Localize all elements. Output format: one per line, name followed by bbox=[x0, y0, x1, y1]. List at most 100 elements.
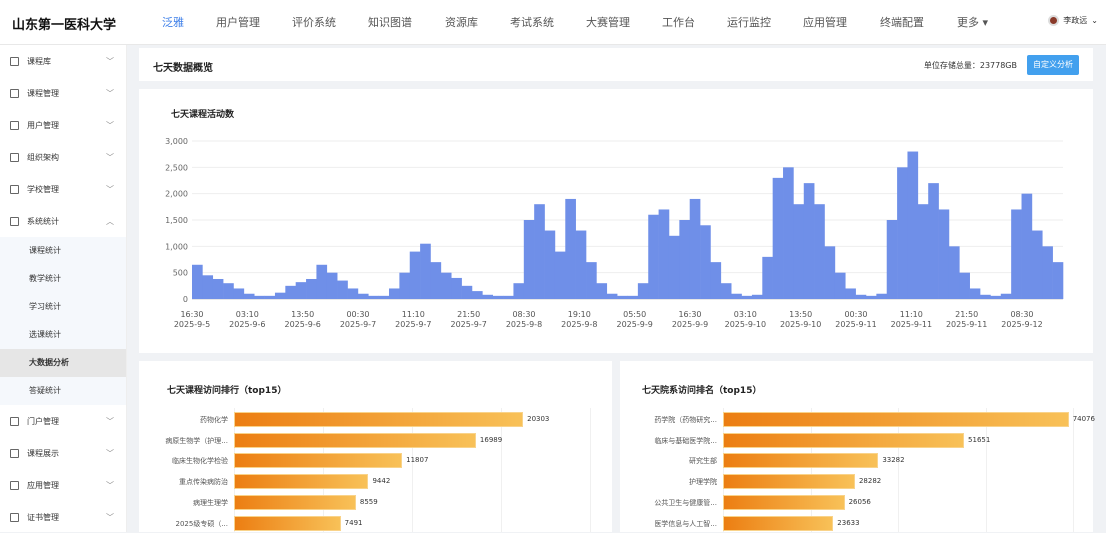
nav-item[interactable]: 泛雅 bbox=[162, 16, 184, 29]
sidebar-item[interactable]: 门户管理 ﹀ bbox=[0, 405, 126, 437]
activity-bar bbox=[389, 288, 400, 299]
x-tick-time: 03:10 bbox=[734, 310, 757, 319]
nav-item[interactable]: 工作台 bbox=[662, 16, 695, 29]
nav-item[interactable]: 大赛管理 bbox=[586, 16, 630, 29]
chart-icon bbox=[10, 216, 19, 226]
nav-item[interactable]: 用户管理 bbox=[216, 16, 260, 29]
x-tick-time: 00:30 bbox=[844, 310, 867, 319]
gridline bbox=[723, 408, 724, 532]
sidebar-item[interactable]: 课程管理 ﹀ bbox=[0, 77, 126, 109]
y-tick-label: 1,500 bbox=[165, 216, 188, 225]
bar-value-label: 23633 bbox=[837, 518, 860, 527]
sidebar-subitem[interactable]: 选课统计 bbox=[0, 321, 126, 349]
activity-bar bbox=[223, 283, 234, 299]
sidebar-subitem[interactable]: 教学统计 bbox=[0, 265, 126, 293]
chart-title: 七天课程活动数 bbox=[171, 110, 235, 120]
sidebar-item-label: 组织架构 bbox=[27, 152, 59, 162]
activity-bar bbox=[534, 204, 545, 299]
bar bbox=[723, 432, 965, 448]
activity-bar bbox=[274, 292, 286, 299]
x-tick-date: 2025-9-11 bbox=[946, 320, 987, 329]
sidebar-subitem[interactable]: 答疑统计 bbox=[0, 377, 126, 405]
custom-analysis-button[interactable]: 自定义分析 bbox=[1027, 55, 1079, 75]
x-tick-time: 16:30 bbox=[678, 310, 701, 319]
sidebar-item[interactable]: 组织架构 ﹀ bbox=[0, 141, 126, 173]
grid-icon bbox=[10, 152, 19, 162]
activity-bar bbox=[254, 295, 265, 299]
gridline bbox=[323, 408, 324, 532]
sidebar-item[interactable]: 学校管理 ﹀ bbox=[0, 173, 126, 205]
sidebar-subitem[interactable]: 学习统计 bbox=[0, 293, 126, 321]
nav-item[interactable]: 更多 ▾ bbox=[957, 16, 989, 29]
bar-value-label: 16989 bbox=[479, 435, 503, 444]
gridline bbox=[412, 408, 413, 532]
activity-bar bbox=[731, 293, 742, 299]
storage-total: 单位存储总量：23778GB bbox=[924, 60, 1017, 71]
activity-bar bbox=[575, 230, 587, 299]
nav-item[interactable]: 资源库 bbox=[445, 16, 478, 29]
activity-bar bbox=[772, 177, 784, 299]
activity-bar bbox=[596, 283, 608, 299]
nav-item[interactable]: 应用管理 bbox=[803, 16, 847, 29]
user-menu[interactable]: 李政远 ⌄ bbox=[1048, 15, 1098, 26]
nav-item[interactable]: 考试系统 bbox=[510, 16, 554, 29]
nav-item[interactable]: 知识图谱 bbox=[368, 16, 412, 29]
activity-bar bbox=[689, 198, 701, 299]
activity-bar bbox=[876, 293, 888, 299]
activity-bar bbox=[264, 295, 276, 299]
activity-bar bbox=[948, 246, 960, 299]
activity-bar bbox=[554, 251, 566, 299]
sidebar-item-label: 证书管理 bbox=[27, 512, 59, 522]
chevron-down-icon: ﹀ bbox=[106, 152, 114, 162]
activity-bar bbox=[1000, 293, 1012, 299]
bar bbox=[234, 432, 476, 448]
activity-bar bbox=[337, 280, 348, 299]
x-tick-time: 16:30 bbox=[180, 310, 203, 319]
x-tick-date: 2025-9-9 bbox=[617, 320, 653, 329]
activity-bar bbox=[1031, 230, 1043, 299]
activity-bar bbox=[793, 204, 805, 299]
activity-bar bbox=[783, 167, 794, 299]
sidebar-item[interactable]: 证书管理 ﹀ bbox=[0, 501, 126, 533]
grid-icon bbox=[10, 512, 19, 522]
activity-bar bbox=[1052, 262, 1064, 299]
x-tick-date: 2025-9-12 bbox=[1001, 320, 1042, 329]
activity-bar bbox=[658, 209, 670, 299]
x-tick-date: 2025-9-6 bbox=[285, 320, 321, 329]
activity-bar bbox=[814, 204, 825, 299]
sidebar-item-label: 课程管理 bbox=[27, 88, 59, 98]
activity-bar bbox=[368, 295, 379, 299]
bar bbox=[234, 515, 341, 531]
x-tick-time: 13:50 bbox=[789, 310, 812, 319]
book-icon bbox=[10, 56, 19, 66]
activity-bar bbox=[710, 262, 722, 299]
sidebar-item[interactable]: 应用管理 ﹀ bbox=[0, 469, 126, 501]
sidebar-subitem[interactable]: 大数据分析 bbox=[0, 349, 126, 377]
activity-bar bbox=[202, 275, 214, 299]
activity-bar bbox=[306, 278, 317, 299]
bar bbox=[723, 453, 879, 469]
nav-item[interactable]: 终端配置 bbox=[880, 16, 924, 29]
bar-category-label: 医学信息与人工智... bbox=[654, 519, 717, 528]
activity-bar bbox=[212, 278, 224, 299]
sidebar-item[interactable]: 用户管理 ﹀ bbox=[0, 109, 126, 141]
gridline bbox=[810, 408, 812, 532]
nav-item[interactable]: 评价系统 bbox=[292, 16, 336, 29]
y-tick-label: 0 bbox=[183, 295, 188, 304]
grid-icon bbox=[10, 184, 19, 194]
x-tick-date: 2025-9-10 bbox=[725, 320, 766, 329]
bar-category-label: 病理生理学 bbox=[193, 498, 228, 507]
sidebar-subitem[interactable]: 课程统计 bbox=[0, 237, 126, 265]
sidebar-item-label: 课程库 bbox=[27, 56, 51, 66]
sidebar-item[interactable]: 课程库 ﹀ bbox=[0, 45, 126, 77]
activity-bar bbox=[378, 295, 390, 299]
activity-bar bbox=[544, 230, 556, 299]
sidebar-item[interactable]: 系统统计 ︿ bbox=[0, 205, 126, 237]
sidebar-item[interactable]: 课程展示 ﹀ bbox=[0, 437, 126, 469]
nav-item[interactable]: 运行监控 bbox=[727, 16, 771, 29]
bar bbox=[723, 515, 834, 531]
gridline bbox=[501, 408, 502, 532]
x-tick-time: 08:30 bbox=[512, 310, 535, 319]
x-tick-date: 2025-9-9 bbox=[672, 320, 708, 329]
x-tick-date: 2025-9-7 bbox=[451, 320, 487, 329]
